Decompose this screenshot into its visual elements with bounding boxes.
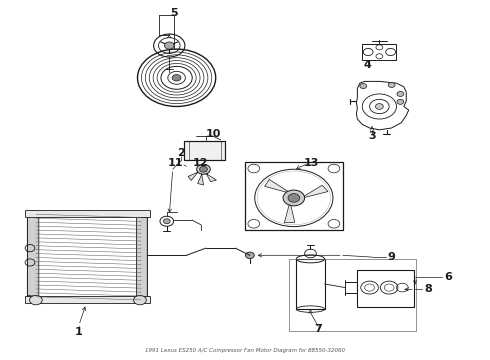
- Text: 1991 Lexus ES250 A/C Compressor Fan Motor Diagram for 88550-32060: 1991 Lexus ES250 A/C Compressor Fan Moto…: [145, 348, 345, 353]
- Circle shape: [134, 296, 147, 305]
- Bar: [184, 140, 225, 160]
- Text: 11: 11: [168, 158, 183, 168]
- Bar: [296, 259, 325, 309]
- Bar: [357, 270, 414, 307]
- Circle shape: [196, 164, 210, 174]
- Circle shape: [360, 84, 367, 89]
- Polygon shape: [284, 203, 295, 223]
- Text: 7: 7: [315, 324, 322, 334]
- Circle shape: [29, 296, 42, 305]
- Circle shape: [199, 166, 207, 172]
- Polygon shape: [137, 217, 147, 300]
- Text: 8: 8: [424, 284, 432, 294]
- Polygon shape: [265, 179, 290, 192]
- Circle shape: [397, 91, 404, 96]
- Bar: [25, 296, 150, 303]
- Polygon shape: [27, 214, 39, 297]
- Text: 10: 10: [205, 129, 221, 139]
- Text: 12: 12: [192, 158, 208, 168]
- Polygon shape: [197, 168, 205, 185]
- Circle shape: [288, 194, 300, 202]
- Circle shape: [164, 42, 174, 49]
- Text: 1: 1: [75, 327, 83, 337]
- Circle shape: [388, 82, 395, 87]
- Bar: [289, 259, 416, 330]
- Polygon shape: [188, 169, 206, 180]
- Circle shape: [283, 190, 305, 206]
- Bar: [245, 162, 343, 230]
- Polygon shape: [203, 167, 217, 182]
- Circle shape: [163, 219, 170, 224]
- Bar: [25, 210, 150, 217]
- Text: 6: 6: [444, 272, 452, 282]
- Circle shape: [375, 104, 383, 109]
- Circle shape: [172, 75, 181, 81]
- Text: 5: 5: [171, 8, 178, 18]
- Polygon shape: [303, 185, 328, 198]
- Text: 9: 9: [388, 252, 395, 262]
- Circle shape: [397, 99, 404, 104]
- Text: 3: 3: [368, 131, 376, 141]
- Bar: [362, 44, 396, 60]
- Circle shape: [245, 252, 254, 258]
- Text: 4: 4: [363, 60, 371, 70]
- Text: 13: 13: [303, 158, 318, 168]
- Text: 2: 2: [177, 148, 185, 158]
- Bar: [184, 140, 225, 160]
